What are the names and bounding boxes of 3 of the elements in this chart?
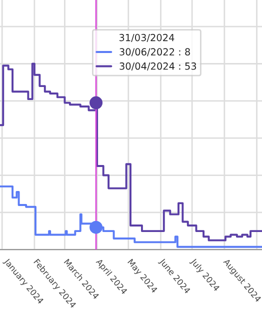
annotation: 30/04/2024 : 53 bbox=[120, 62, 196, 71]
text: 30/06/2022 : 8 bbox=[120, 48, 190, 56]
ref-line-label: 31/03/2024 bbox=[119, 34, 174, 42]
